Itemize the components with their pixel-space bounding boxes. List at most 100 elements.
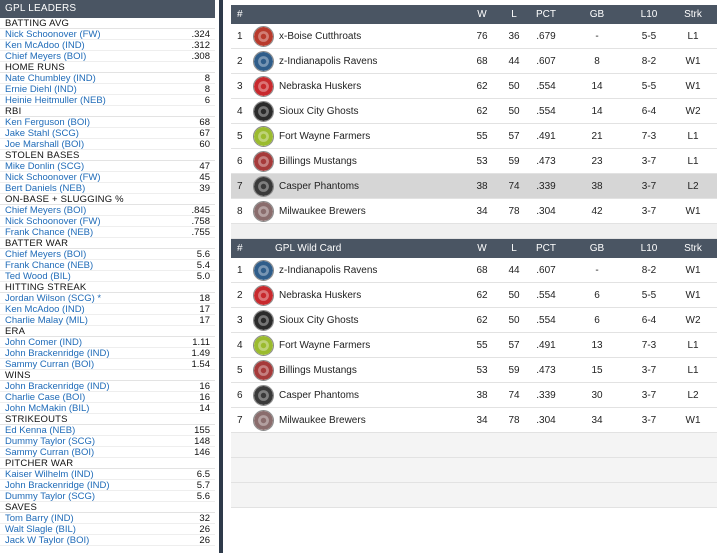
ghosts-logo-icon[interactable] (253, 310, 274, 331)
team-link[interactable]: Billings Mustangs (279, 156, 357, 167)
player-link[interactable]: Tom Barry (IND) (5, 513, 74, 524)
farmers-logo-icon[interactable] (253, 335, 274, 356)
team-link[interactable]: Milwaukee Brewers (279, 415, 366, 426)
player-link[interactable]: Charlie Case (BOI) (5, 392, 86, 403)
player-link[interactable]: Jack W Taylor (BOI) (5, 535, 90, 546)
header-strk[interactable]: Strk (684, 243, 702, 254)
ravens-logo-icon[interactable] (253, 51, 274, 72)
header-w[interactable]: W (477, 9, 487, 20)
brewers-logo-icon[interactable] (253, 410, 274, 431)
player-link[interactable]: Nick Schoonover (FW) (5, 29, 101, 40)
stat-value: 14 (199, 403, 210, 414)
player-link[interactable]: John Brackenridge (IND) (5, 480, 110, 491)
player-link[interactable]: John McMakin (BIL) (5, 403, 90, 414)
ravens-logo-icon[interactable] (253, 260, 274, 281)
player-link[interactable]: Kaiser Wilhelm (IND) (5, 469, 94, 480)
team-link[interactable]: Nebraska Huskers (279, 81, 362, 92)
standings-row[interactable]: 3 Sioux City Ghosts 62 50 .554 6 6-4 W2 (231, 308, 717, 333)
player-link[interactable]: Nick Schoonover (FW) (5, 216, 101, 227)
player-link[interactable]: John Brackenridge (IND) (5, 381, 110, 392)
standings-row[interactable]: 2 Nebraska Huskers 62 50 .554 6 5-5 W1 (231, 283, 717, 308)
phantoms-logo-icon[interactable] (253, 385, 274, 406)
team-link[interactable]: Fort Wayne Farmers (279, 340, 371, 351)
team-link[interactable]: z-Indianapolis Ravens (279, 56, 378, 67)
leader-row: Jordan Wilson (SCG) * 18 (0, 293, 215, 304)
header-w[interactable]: W (477, 243, 487, 254)
standings-row[interactable]: 4 Fort Wayne Farmers 55 57 .491 13 7-3 L1 (231, 333, 717, 358)
standings-row[interactable]: 8 Milwaukee Brewers 34 78 .304 42 3-7 W1 (231, 199, 717, 224)
team-link[interactable]: Billings Mustangs (279, 365, 357, 376)
brewers-logo-icon[interactable] (253, 201, 274, 222)
header-pct[interactable]: PCT (536, 9, 556, 20)
standings-row[interactable]: 1 x-Boise Cutthroats 76 36 .679 - 5-5 L1 (231, 24, 717, 49)
player-link[interactable]: Sammy Curran (BOI) (5, 447, 95, 458)
phantoms-logo-icon[interactable] (253, 176, 274, 197)
huskers-logo-icon[interactable] (253, 76, 274, 97)
team-link[interactable]: Sioux City Ghosts (279, 315, 359, 326)
player-link[interactable]: Sammy Curran (BOI) (5, 359, 95, 370)
player-link[interactable]: Mike Donlin (SCG) (5, 161, 85, 172)
player-link[interactable]: Chief Meyers (BOI) (5, 205, 87, 216)
header-l[interactable]: L (511, 9, 517, 20)
player-link[interactable]: John Comer (IND) (5, 337, 83, 348)
player-link[interactable]: Ken McAdoo (IND) (5, 40, 85, 51)
player-link[interactable]: Walt Slagle (BIL) (5, 524, 76, 535)
team-link[interactable]: Sioux City Ghosts (279, 106, 359, 117)
standings-row[interactable]: 6 Casper Phantoms 38 74 .339 30 3-7 L2 (231, 383, 717, 408)
standings-row[interactable]: 3 Nebraska Huskers 62 50 .554 14 5-5 W1 (231, 74, 717, 99)
player-link[interactable]: John Brackenridge (IND) (5, 348, 110, 359)
player-link[interactable]: Charlie Malay (MIL) (5, 315, 88, 326)
player-link[interactable]: Jordan Wilson (SCG) * (5, 293, 102, 304)
cutthroats-logo-icon[interactable] (253, 26, 274, 47)
header-strk[interactable]: Strk (684, 9, 702, 20)
player-link[interactable]: Chief Meyers (BOI) (5, 51, 87, 62)
team-link[interactable]: Casper Phantoms (279, 181, 360, 192)
header-l10[interactable]: L10 (640, 243, 658, 254)
player-link[interactable]: Nate Chumbley (IND) (5, 73, 96, 84)
header-gb[interactable]: GB (589, 9, 605, 20)
team-link[interactable]: x-Boise Cutthroats (279, 31, 362, 42)
player-link[interactable]: Dummy Taylor (SCG) (5, 491, 96, 502)
standings-row[interactable]: 7 Casper Phantoms 38 74 .339 38 3-7 L2 (231, 174, 717, 199)
standings-row[interactable]: 2 z-Indianapolis Ravens 68 44 .607 8 8-2 W1 (231, 49, 717, 74)
team-link[interactable]: Fort Wayne Farmers (279, 131, 371, 142)
team-link[interactable]: z-Indianapolis Ravens (279, 265, 378, 276)
streak: W2 (685, 106, 701, 117)
standings-row[interactable]: 6 Billings Mustangs 53 59 .473 23 3-7 L1 (231, 149, 717, 174)
standings-row[interactable]: 5 Billings Mustangs 53 59 .473 15 3-7 L1 (231, 358, 717, 383)
player-link[interactable]: Frank Chance (NEB) (5, 260, 94, 271)
standings-row[interactable]: 5 Fort Wayne Farmers 55 57 .491 21 7-3 L1 (231, 124, 717, 149)
standings-row[interactable]: 4 Sioux City Ghosts 62 50 .554 14 6-4 W2 (231, 99, 717, 124)
player-link[interactable]: Heinie Heitmuller (NEB) (5, 95, 106, 106)
player-link[interactable]: Ernie Diehl (IND) (5, 84, 77, 95)
player-link[interactable]: Ken Ferguson (BOI) (5, 117, 91, 128)
header-l10[interactable]: L10 (640, 9, 658, 20)
stat-value: 67 (199, 128, 210, 139)
standings-row[interactable]: 1 z-Indianapolis Ravens 68 44 .607 - 8-2 W1 (231, 258, 717, 283)
player-link[interactable]: Frank Chance (NEB) (5, 227, 94, 238)
standings-row[interactable]: 7 Milwaukee Brewers 34 78 .304 34 3-7 W1 (231, 408, 717, 433)
header-l[interactable]: L (511, 243, 517, 254)
stat-value: 5.6 (196, 491, 210, 502)
header-gb[interactable]: GB (589, 243, 605, 254)
farmers-logo-icon[interactable] (253, 126, 274, 147)
player-link[interactable]: Jake Stahl (SCG) (5, 128, 79, 139)
team-link[interactable]: Casper Phantoms (279, 390, 360, 401)
team-link[interactable]: Milwaukee Brewers (279, 206, 366, 217)
player-link[interactable]: Bert Daniels (NEB) (5, 183, 86, 194)
ghosts-logo-icon[interactable] (253, 101, 274, 122)
mustangs-logo-icon[interactable] (253, 151, 274, 172)
player-link[interactable]: Dummy Taylor (SCG) (5, 436, 96, 447)
huskers-logo-icon[interactable] (253, 285, 274, 306)
wins: 68 (476, 56, 488, 67)
player-link[interactable]: Ed Kenna (NEB) (5, 425, 76, 436)
player-link[interactable]: Nick Schoonover (FW) (5, 172, 101, 183)
mustangs-logo-icon[interactable] (253, 360, 274, 381)
leader-category-title: WINS (0, 370, 215, 381)
header-pct[interactable]: PCT (536, 243, 556, 254)
player-link[interactable]: Ted Wood (BIL) (5, 271, 71, 282)
team-link[interactable]: Nebraska Huskers (279, 290, 362, 301)
player-link[interactable]: Chief Meyers (BOI) (5, 249, 87, 260)
player-link[interactable]: Ken McAdoo (IND) (5, 304, 85, 315)
player-link[interactable]: Joe Marshall (BOI) (5, 139, 85, 150)
